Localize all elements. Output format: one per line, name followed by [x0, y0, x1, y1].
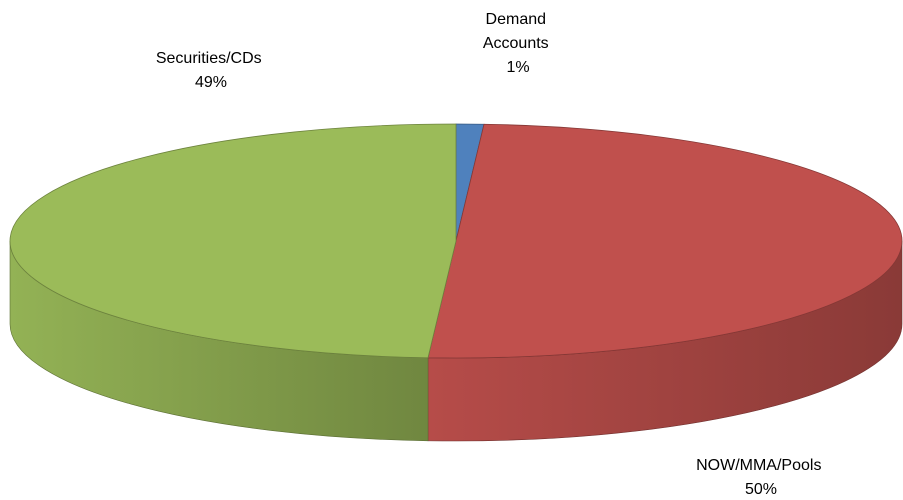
pie-slices: [9, 123, 902, 359]
slice-label-now-mma-pools: NOW/MMA/Pools 50%: [696, 457, 826, 498]
slice-labels: Demand Accounts 1% Securities/CDs 49% NO…: [156, 11, 826, 498]
slice-label-securities-cds: Securities/CDs 49%: [156, 50, 266, 91]
slice-label-demand-accounts: Demand Accounts 1%: [483, 11, 553, 76]
pie-slice-securities-cds: [9, 123, 457, 359]
pie-slice-now-mma-pools: [427, 123, 902, 359]
